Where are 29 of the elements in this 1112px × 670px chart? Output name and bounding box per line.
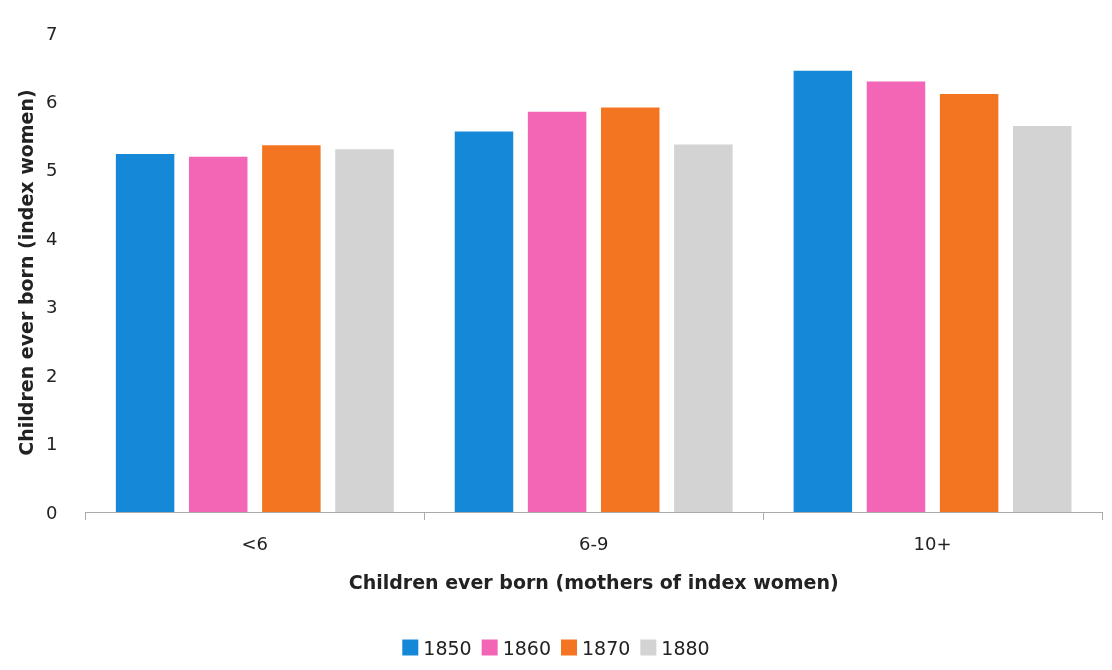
- y-tick-label: 5: [45, 159, 58, 181]
- x-tick-label: 6-9: [578, 532, 609, 554]
- bar: [1013, 126, 1072, 512]
- bar: [527, 111, 587, 512]
- y-tick-label: 1: [45, 433, 58, 455]
- x-tick-label: <6: [241, 532, 269, 554]
- y-tick-label: 4: [45, 227, 58, 249]
- legend-label: 1850: [423, 636, 472, 659]
- legend-label: 1870: [582, 636, 631, 659]
- bar: [335, 149, 394, 512]
- bar: [454, 131, 514, 512]
- bar: [866, 81, 926, 512]
- y-tick-label: 6: [45, 90, 58, 112]
- legend-label: 1880: [661, 636, 710, 659]
- y-axis-title: Children ever born (index women): [14, 89, 37, 456]
- bar: [674, 144, 733, 512]
- x-axis-title: Children ever born (mothers of index women): [348, 570, 839, 593]
- bar: [262, 145, 321, 512]
- y-tick-label: 0: [45, 501, 58, 523]
- legend-label: 1860: [502, 636, 552, 659]
- y-tick-label: 7: [45, 22, 58, 44]
- bar: [793, 70, 853, 512]
- bar: [939, 93, 999, 512]
- bar: [600, 107, 660, 512]
- y-tick-label: 2: [45, 364, 58, 386]
- y-tick-label: 3: [45, 296, 58, 318]
- bar: [115, 154, 175, 512]
- bar: [188, 156, 248, 512]
- x-tick-label: 10+: [913, 532, 952, 554]
